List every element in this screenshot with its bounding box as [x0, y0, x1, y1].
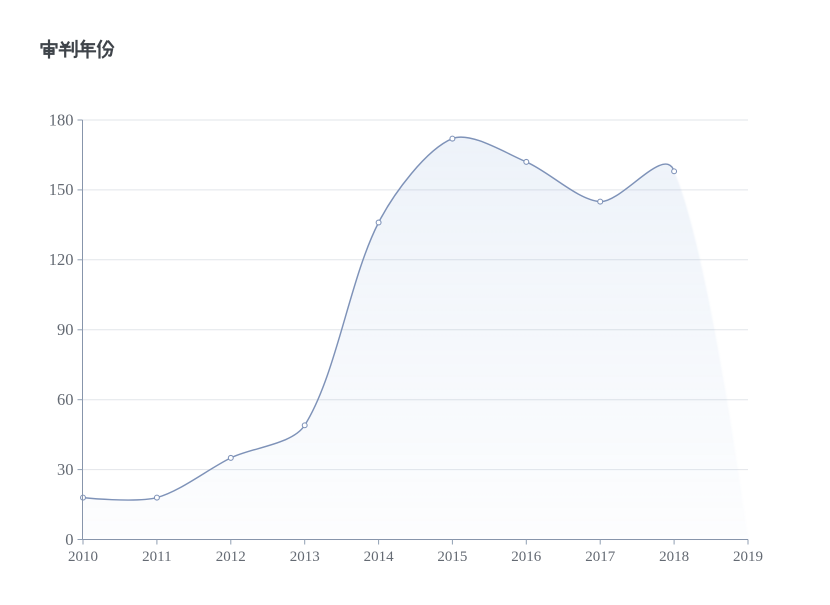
svg-text:30: 30	[57, 460, 74, 479]
svg-text:2017: 2017	[585, 549, 616, 565]
svg-text:2013: 2013	[290, 549, 320, 565]
svg-text:90: 90	[57, 320, 74, 339]
svg-text:2016: 2016	[511, 549, 542, 565]
svg-text:2015: 2015	[437, 549, 467, 565]
svg-text:150: 150	[49, 180, 74, 199]
svg-text:0: 0	[65, 530, 73, 549]
svg-text:2019: 2019	[733, 549, 763, 565]
svg-text:2018: 2018	[659, 549, 689, 565]
svg-text:2012: 2012	[216, 549, 246, 565]
svg-text:60: 60	[57, 390, 74, 409]
svg-text:180: 180	[49, 110, 74, 129]
svg-text:120: 120	[49, 250, 74, 269]
svg-text:2010: 2010	[68, 549, 98, 565]
svg-text:2011: 2011	[142, 549, 171, 565]
svg-text:2014: 2014	[364, 549, 395, 565]
